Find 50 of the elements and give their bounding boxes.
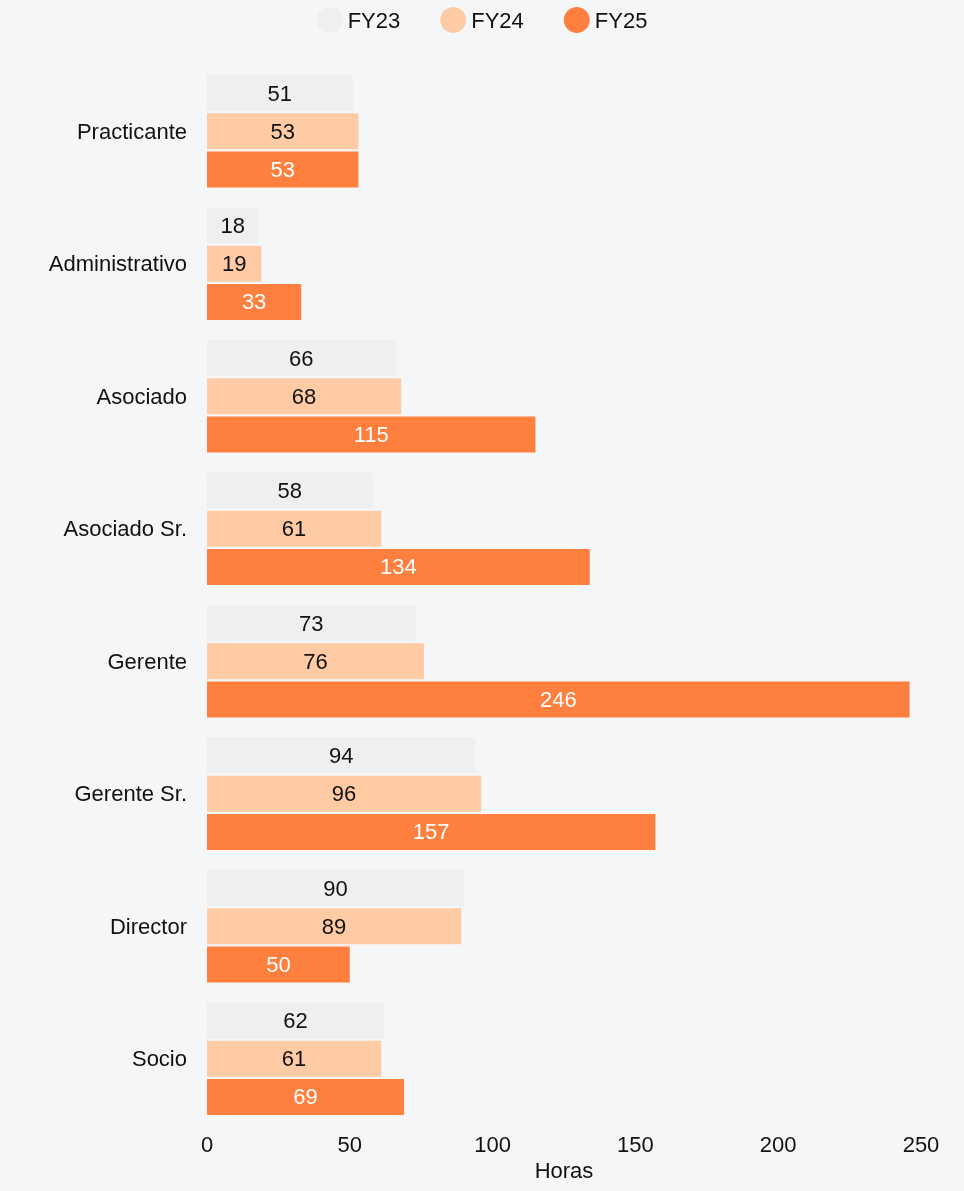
data-label: 58 [277, 478, 303, 504]
y-tick-label: Asociado [96, 383, 187, 409]
y-tick-label: Socio [131, 1046, 187, 1072]
data-label: 69 [293, 1084, 318, 1110]
y-tick-label: Asociado Sr. [63, 516, 187, 542]
bar [207, 946, 350, 983]
bar [207, 283, 302, 320]
bar [207, 416, 536, 453]
x-axis-title: Horas [534, 1158, 594, 1184]
y-tick-label: Director [109, 913, 187, 939]
data-label: 157 [412, 819, 450, 845]
data-label: 61 [281, 1046, 307, 1072]
data-label: 73 [299, 610, 324, 636]
data-label: 62 [283, 1008, 308, 1034]
data-label: 68 [291, 383, 317, 409]
x-tick-label: 0 [200, 1131, 214, 1157]
data-label: 76 [303, 648, 328, 674]
data-label: 94 [328, 743, 354, 769]
data-label: 66 [289, 345, 314, 371]
y-tick-label: Practicante [76, 118, 187, 144]
y-tick-label: Gerente Sr. [74, 781, 187, 807]
x-tick-label: 50 [337, 1131, 363, 1157]
data-label: 90 [323, 875, 348, 901]
legend-label: FY23 [347, 7, 401, 33]
x-tick-label: 250 [902, 1131, 940, 1157]
x-tick-label: 150 [617, 1131, 654, 1157]
data-label: 50 [266, 951, 291, 977]
legend-label: FY25 [594, 7, 648, 33]
data-label: 53 [270, 118, 295, 144]
data-label: 53 [270, 156, 295, 182]
data-label: 33 [241, 289, 267, 315]
bar [207, 1078, 405, 1115]
data-label: 19 [221, 251, 247, 277]
data-label: 134 [379, 554, 417, 580]
bar [207, 813, 656, 850]
data-label: 51 [267, 80, 293, 106]
bar [207, 548, 590, 585]
y-tick-label: Administrativo [48, 251, 187, 277]
data-label: 89 [321, 913, 347, 939]
bar [207, 151, 359, 188]
y-tick-label: Gerente [107, 648, 187, 674]
x-tick-label: 100 [474, 1131, 511, 1157]
legend-label: FY24 [471, 7, 524, 33]
data-label: 61 [281, 516, 307, 542]
data-label: 246 [539, 686, 577, 712]
data-label: 115 [353, 421, 389, 447]
bar [207, 681, 910, 718]
data-label: 96 [331, 781, 357, 807]
x-tick-label: 200 [759, 1131, 797, 1157]
data-label: 18 [220, 213, 245, 239]
